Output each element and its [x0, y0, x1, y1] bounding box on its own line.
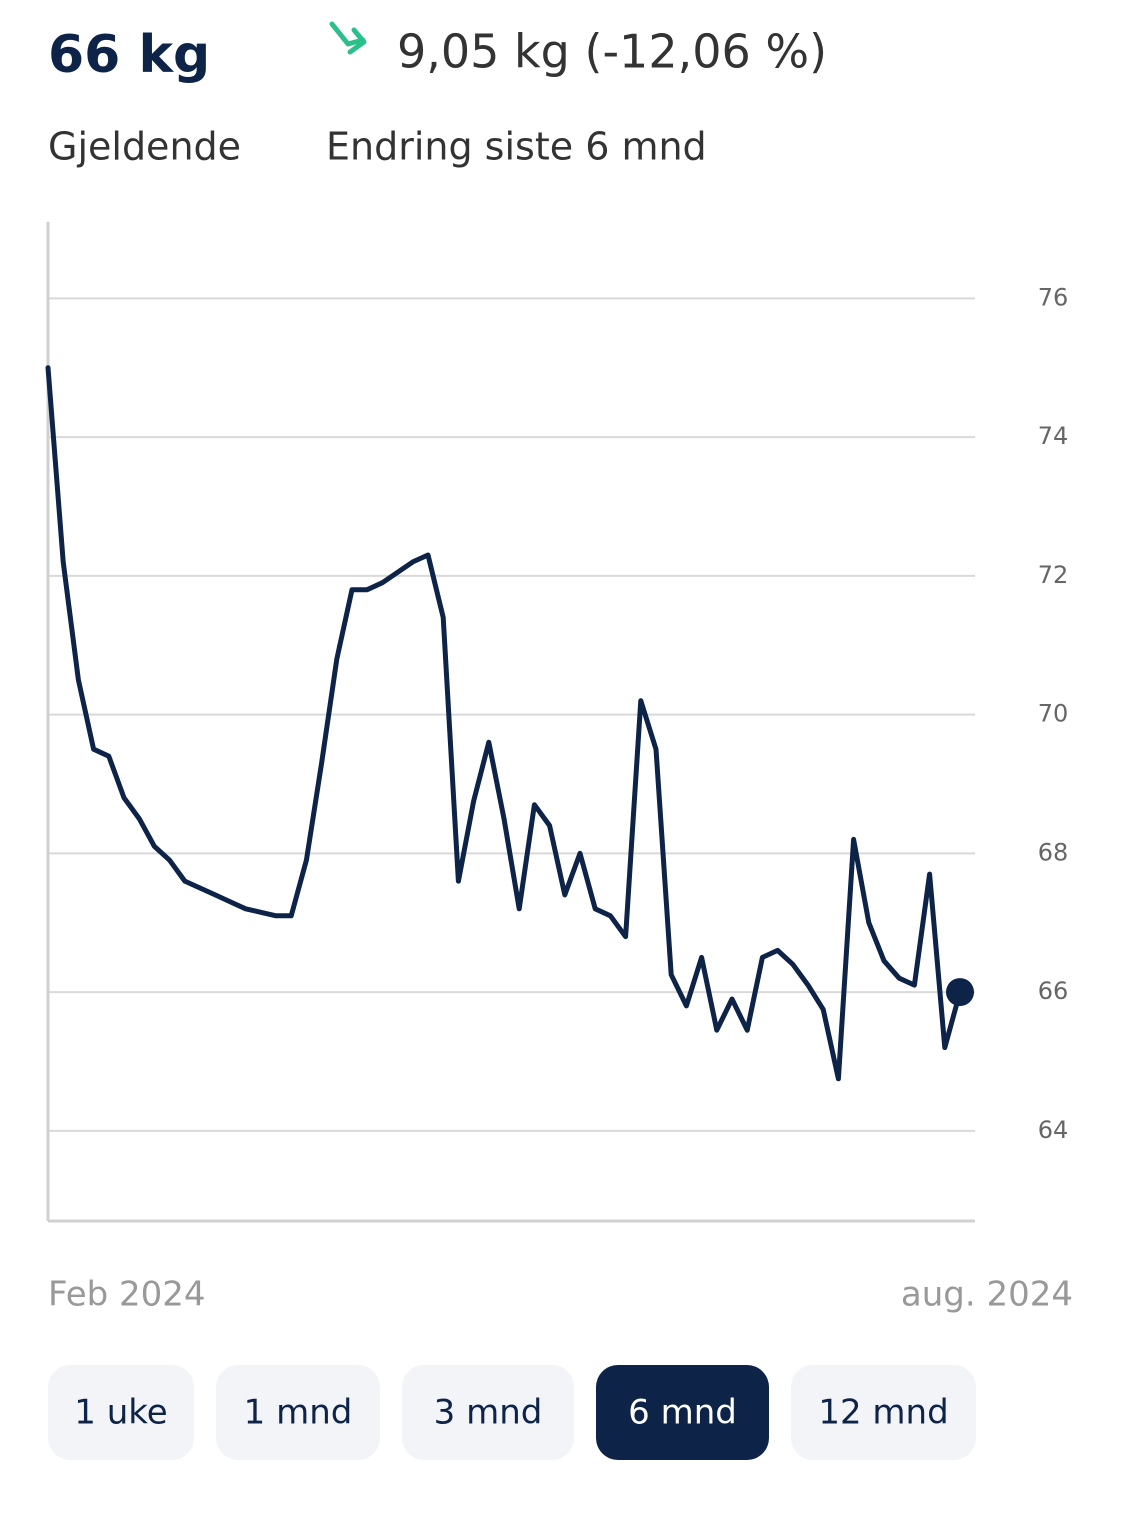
tab[interactable]: 3 mnd [402, 1365, 574, 1460]
y-tick-label: 74 [1038, 422, 1069, 450]
y-tick-label: 76 [1038, 283, 1069, 311]
change-label: Endring siste 6 mnd [326, 125, 707, 169]
tab-background [402, 1365, 574, 1460]
trend-arrow [329, 21, 367, 55]
tab-background [216, 1365, 380, 1460]
plot: 64 66 68 70 72 74 76 Feb 2024 aug. 2024 [45, 222, 1073, 1315]
tab-label: 1 mnd [244, 1393, 353, 1433]
x-tick-label: Feb 2024 [48, 1275, 206, 1315]
tab-label: 6 mnd [628, 1393, 737, 1433]
tab-label: 12 mnd [818, 1393, 948, 1433]
tab[interactable]: 6 mnd [596, 1365, 769, 1460]
y-tick-label: 72 [1038, 561, 1069, 589]
line [45, 365, 963, 1082]
tab-background [596, 1365, 769, 1460]
tab[interactable]: 12 mnd [791, 1365, 976, 1460]
x-tick-label: aug. 2024 [901, 1275, 1073, 1315]
tabs: 1 uke 1 mnd 3 mnd 6 mnd 12 mnd [48, 1365, 976, 1460]
tab-label: 1 uke [74, 1393, 167, 1433]
change-value: 9,05 kg (-12,06 %) [397, 25, 827, 79]
tab-background [791, 1365, 976, 1460]
tab[interactable]: 1 uke [48, 1365, 194, 1460]
current-label: Gjeldende [48, 125, 241, 169]
tab[interactable]: 1 mnd [216, 1365, 380, 1460]
last-point [946, 978, 974, 1007]
y-tick-label: 64 [1038, 1116, 1069, 1144]
tab-label: 3 mnd [434, 1393, 543, 1433]
tab-background [48, 1365, 194, 1460]
current-value: 66 kg [48, 25, 210, 85]
y-tick-label: 66 [1038, 977, 1069, 1005]
y-tick-label: 70 [1038, 700, 1069, 728]
y-tick-label: 68 [1038, 838, 1069, 866]
